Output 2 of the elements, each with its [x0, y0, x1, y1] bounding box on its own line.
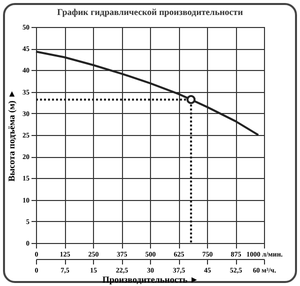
y-axis-title: Высота подъёма (м) ► [6, 89, 16, 182]
chart-title: График гидравлической производительности [57, 7, 243, 17]
